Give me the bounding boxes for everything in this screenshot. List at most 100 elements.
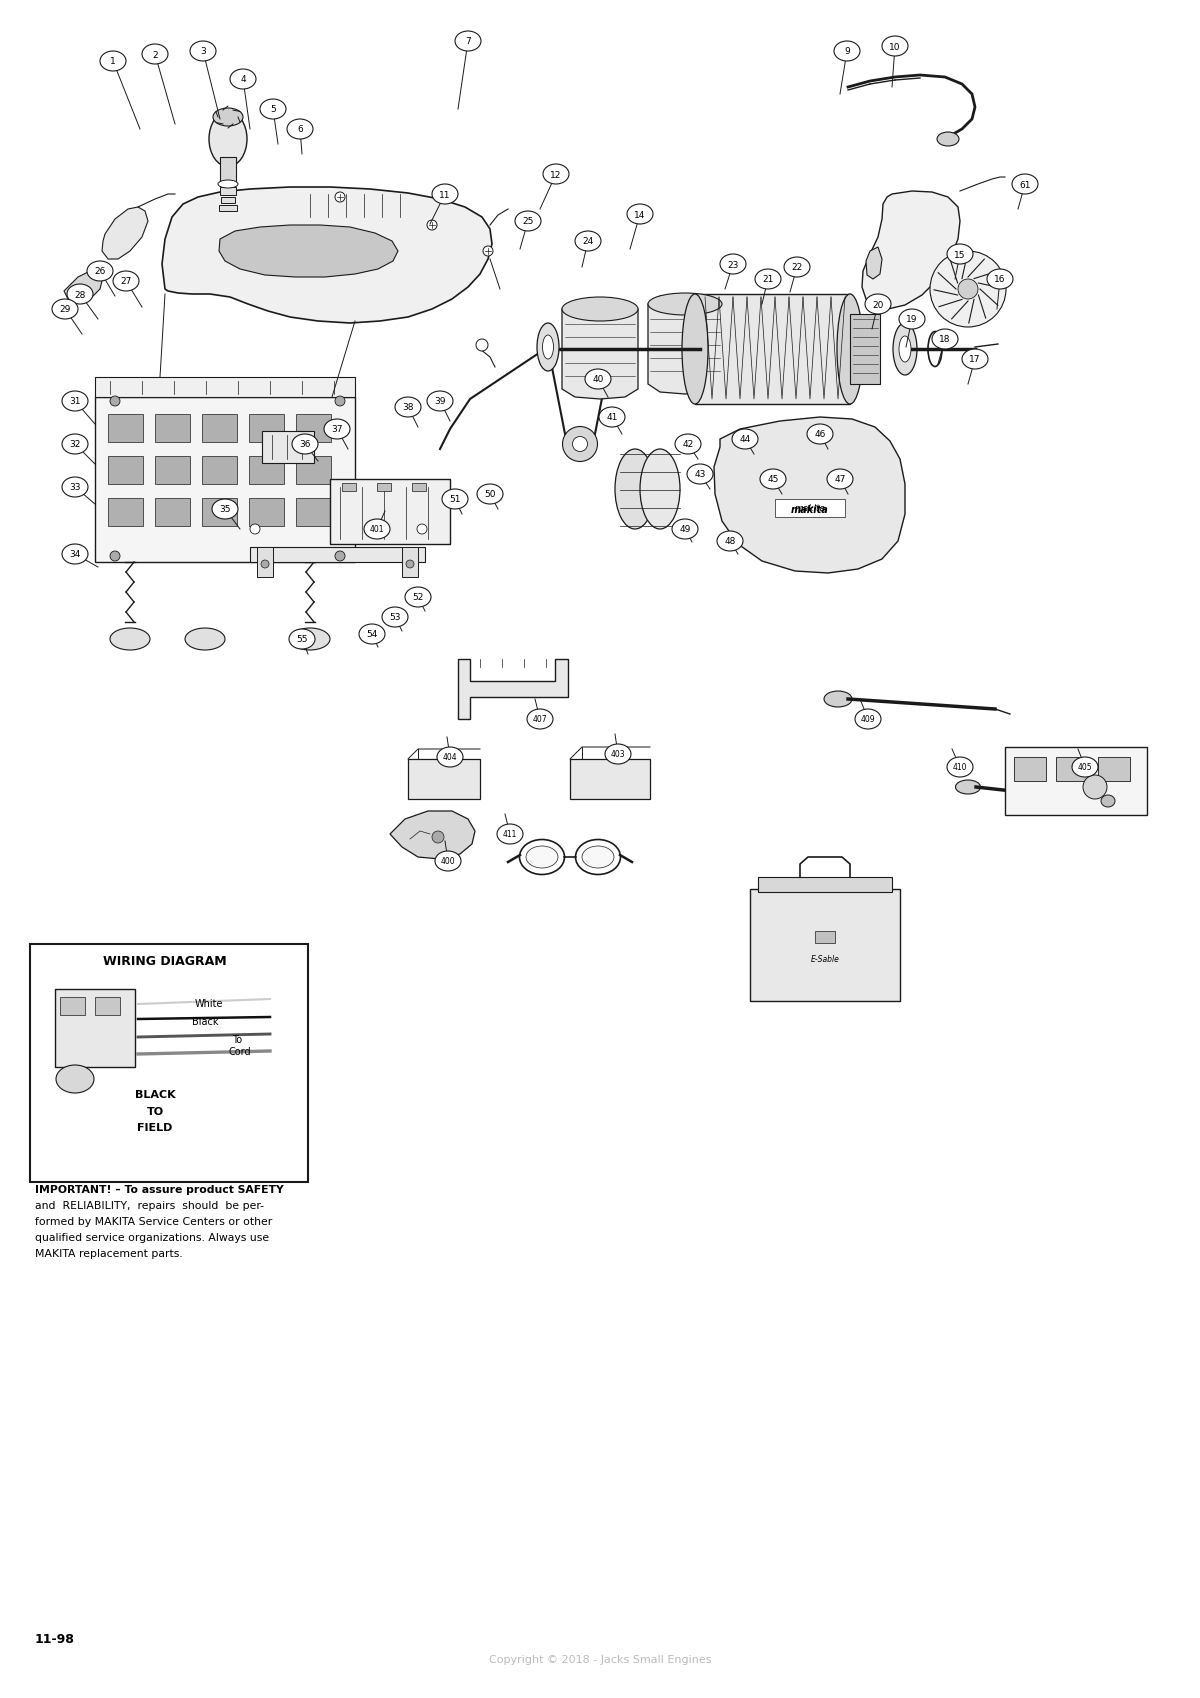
Text: makita: makita [794,504,826,513]
Ellipse shape [947,757,973,778]
Polygon shape [714,418,905,574]
Ellipse shape [575,233,601,251]
Ellipse shape [287,121,313,139]
Ellipse shape [899,336,911,363]
Text: 31: 31 [70,397,80,406]
Text: 47: 47 [834,475,846,484]
Text: 51: 51 [449,496,461,504]
Text: 28: 28 [74,290,85,299]
Ellipse shape [364,520,390,540]
Ellipse shape [563,428,598,462]
Ellipse shape [88,261,113,282]
Ellipse shape [100,53,126,71]
Text: 23: 23 [727,260,739,270]
Text: 411: 411 [503,830,517,839]
Ellipse shape [113,272,139,292]
Text: 48: 48 [725,537,736,547]
Bar [330,481,450,545]
Bar [155,499,190,526]
Bar [1014,757,1046,781]
Text: IMPORTANT! – To assure product SAFETY: IMPORTANT! – To assure product SAFETY [35,1184,283,1194]
Ellipse shape [784,258,810,278]
Text: 5: 5 [270,105,276,114]
Ellipse shape [185,628,226,650]
Bar [695,295,850,404]
Text: 405: 405 [1078,762,1092,773]
Bar [750,890,900,1002]
Text: and  RELIABILITY,  repairs  should  be per-: and RELIABILITY, repairs should be per- [35,1200,264,1211]
Text: WIRING DIAGRAM: WIRING DIAGRAM [103,954,227,968]
Ellipse shape [760,470,786,489]
Text: Copyright © 2018 - Jacks Small Engines: Copyright © 2018 - Jacks Small Engines [488,1654,712,1664]
Text: 37: 37 [331,424,343,435]
Polygon shape [562,301,638,399]
Bar [250,499,284,526]
Ellipse shape [586,370,611,391]
Bar [108,414,143,443]
Text: 403: 403 [611,751,625,759]
Ellipse shape [436,851,461,871]
Text: 400: 400 [440,857,455,866]
Circle shape [406,560,414,569]
Ellipse shape [214,109,244,127]
Text: 404: 404 [443,752,457,762]
Bar [257,548,274,577]
Text: TO: TO [146,1107,163,1116]
Ellipse shape [893,324,917,375]
Ellipse shape [1012,175,1038,195]
Bar [402,548,418,577]
Ellipse shape [732,430,758,450]
Ellipse shape [686,465,713,484]
Text: 42: 42 [683,440,694,450]
Ellipse shape [682,295,708,404]
Ellipse shape [827,470,853,489]
Text: 6: 6 [298,126,302,134]
Ellipse shape [962,350,988,370]
Text: 45: 45 [767,475,779,484]
Circle shape [250,525,260,535]
Ellipse shape [527,710,553,730]
Text: 15: 15 [954,250,966,260]
Ellipse shape [324,419,350,440]
Ellipse shape [497,825,523,844]
Bar [202,414,238,443]
Text: 19: 19 [906,316,918,324]
Text: 61: 61 [1019,180,1031,190]
Text: 11-98: 11-98 [35,1632,74,1645]
Bar [262,431,314,464]
Polygon shape [390,812,475,859]
Text: 53: 53 [389,613,401,621]
Text: 39: 39 [434,397,445,406]
Ellipse shape [986,270,1013,290]
Ellipse shape [56,1065,94,1094]
Bar [408,759,480,800]
Text: 50: 50 [485,491,496,499]
Bar [108,499,143,526]
Text: 407: 407 [533,715,547,723]
Text: 21: 21 [762,275,774,284]
Text: 46: 46 [815,430,826,440]
Ellipse shape [947,245,973,265]
Bar [95,997,120,1015]
Ellipse shape [67,285,94,306]
Ellipse shape [838,295,863,404]
Text: 10: 10 [889,42,901,51]
Ellipse shape [289,630,316,650]
Ellipse shape [899,309,925,329]
Ellipse shape [616,450,655,530]
Text: formed by MAKITA Service Centers or other: formed by MAKITA Service Centers or othe… [35,1216,272,1226]
Text: White: White [196,998,223,1009]
Ellipse shape [230,70,256,90]
Text: 54: 54 [366,630,378,638]
Ellipse shape [955,781,980,795]
Ellipse shape [865,295,892,314]
Ellipse shape [382,608,408,628]
Text: Black: Black [192,1017,218,1026]
Polygon shape [862,192,960,309]
Text: 40: 40 [593,375,604,384]
Bar [377,484,391,492]
Ellipse shape [427,392,454,411]
Circle shape [335,194,346,202]
Circle shape [335,397,346,408]
Ellipse shape [359,625,385,645]
